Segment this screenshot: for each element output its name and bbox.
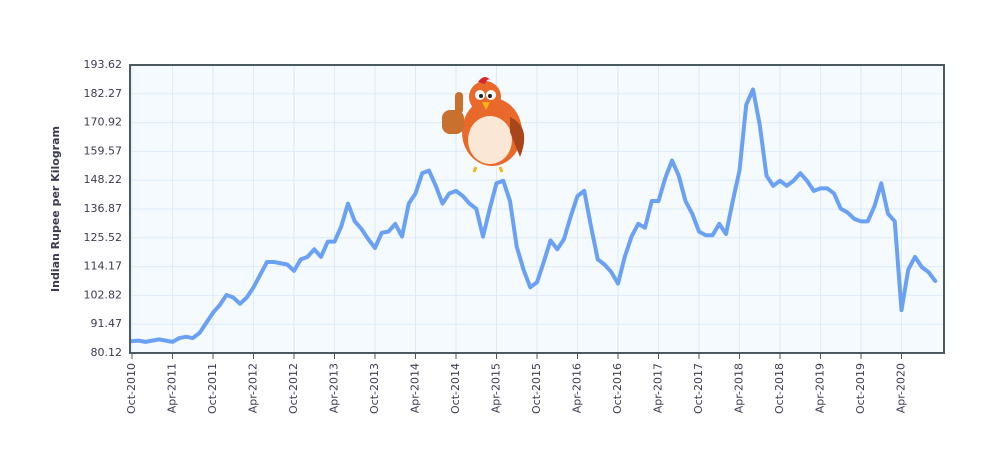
x-tick-label: Oct-2018: [773, 363, 786, 414]
x-tick-label: Apr-2011: [166, 363, 179, 413]
y-tick-label: 136.87: [84, 202, 123, 215]
x-tick-label: Oct-2010: [125, 363, 138, 414]
x-tick-label: Apr-2013: [328, 363, 341, 413]
x-tick-label: Oct-2017: [692, 363, 705, 414]
x-tick-label: Apr-2017: [652, 363, 665, 413]
x-tick-label: Oct-2011: [206, 363, 219, 414]
x-tick-label: Apr-2014: [409, 363, 422, 413]
x-tick-label: Apr-2016: [571, 363, 584, 413]
y-tick-label: 114.17: [84, 260, 123, 273]
x-tick-label: Apr-2015: [490, 363, 503, 413]
y-tick-label: 80.12: [91, 346, 123, 359]
y-tick-label: 159.57: [84, 144, 123, 157]
y-axis-title: Indian Rupee per Kilogram: [49, 126, 62, 292]
x-tick-label: Apr-2012: [247, 363, 260, 413]
y-tick-label: 102.82: [84, 288, 123, 301]
y-tick-label: 125.52: [84, 231, 123, 244]
y-tick-label: 91.47: [91, 317, 123, 330]
y-tick-label: 148.22: [84, 173, 123, 186]
x-tick-label: Oct-2019: [854, 363, 867, 414]
x-tick-label: Oct-2014: [449, 363, 462, 414]
x-tick-label: Apr-2020: [895, 363, 908, 413]
x-tick-label: Oct-2012: [287, 363, 300, 414]
x-tick-label: Oct-2015: [530, 363, 543, 414]
y-tick-label: 182.27: [84, 87, 123, 100]
x-tick-label: Oct-2016: [611, 363, 624, 414]
x-tick-label: Apr-2018: [733, 363, 746, 413]
y-tick-label: 193.62: [84, 58, 123, 71]
x-tick-label: Oct-2013: [368, 363, 381, 414]
chicken-icon: [442, 77, 525, 173]
data-line: [130, 87, 938, 344]
x-tick-label: Apr-2019: [814, 363, 827, 413]
y-tick-label: 170.92: [84, 116, 123, 129]
